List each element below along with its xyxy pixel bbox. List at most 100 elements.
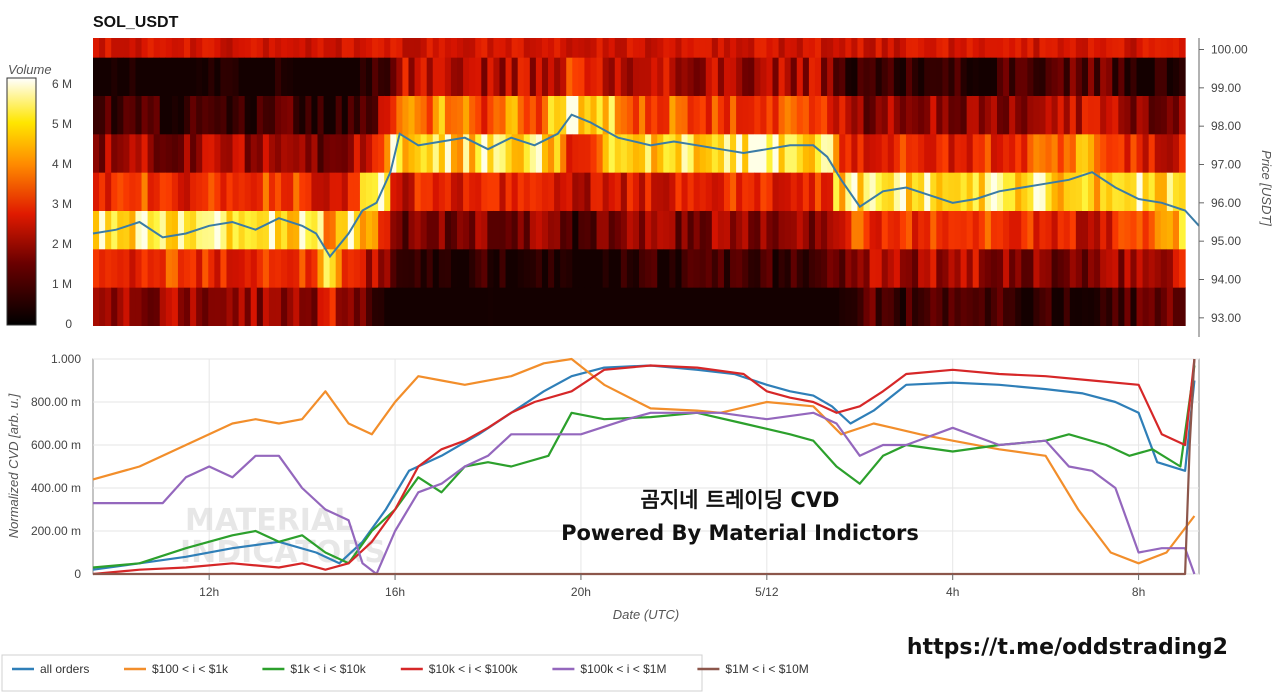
heatmap-cell xyxy=(657,57,664,96)
heatmap-cell xyxy=(584,287,592,326)
heatmap-cell xyxy=(821,287,828,326)
heatmap-cell xyxy=(147,287,155,326)
heatmap-cell xyxy=(450,287,458,326)
heatmap-cell xyxy=(566,38,573,58)
heatmap-cell xyxy=(1039,248,1047,288)
heatmap-cell xyxy=(1100,287,1107,326)
heatmap-cell xyxy=(893,248,901,288)
heatmap-cell xyxy=(554,210,561,250)
heatmap-cell xyxy=(1009,172,1016,211)
heatmap-cell xyxy=(93,38,100,58)
heatmap-cell xyxy=(517,38,525,58)
heatmap-cell xyxy=(887,95,895,135)
heatmap-cell xyxy=(366,133,373,173)
heatmap-cell xyxy=(378,95,385,135)
heatmap-cell xyxy=(135,133,143,173)
heatmap-cell xyxy=(305,287,313,326)
heatmap-cell xyxy=(827,248,834,288)
heatmap-cell xyxy=(256,38,264,58)
heatmap-cell xyxy=(184,95,191,135)
heatmap-cell xyxy=(105,210,112,250)
legend-entry[interactable]: $1k < i < $10k xyxy=(290,662,366,676)
heatmap-cell xyxy=(954,95,962,135)
heatmap-cell xyxy=(808,95,816,135)
heatmap-cell xyxy=(372,287,379,326)
legend-entry[interactable]: $1M < i < $10M xyxy=(725,662,808,676)
heatmap-cell xyxy=(457,210,464,250)
heatmap-cell xyxy=(754,133,761,173)
heatmap-cell xyxy=(293,38,300,58)
heatmap-cell xyxy=(432,287,440,326)
heatmap-cell xyxy=(1160,133,1168,173)
heatmap-cell xyxy=(602,57,610,96)
heatmap-cell xyxy=(1039,38,1047,58)
heatmap-cell xyxy=(693,95,701,135)
heatmap-cell xyxy=(499,210,507,250)
heatmap-cell xyxy=(772,95,780,135)
heatmap-cell xyxy=(887,287,895,326)
legend-entry[interactable]: $100 < i < $1k xyxy=(152,662,229,676)
heatmap-cell xyxy=(966,38,974,58)
heatmap-cell xyxy=(438,172,446,211)
heatmap-cell xyxy=(893,38,901,58)
heatmap-cell xyxy=(402,133,410,173)
cvd-series-b100k-1M xyxy=(93,411,1196,576)
heatmap-cell xyxy=(699,133,707,173)
heatmap-cell xyxy=(487,248,495,288)
heatmap-cell xyxy=(687,248,695,288)
heatmap-cell xyxy=(1051,57,1059,96)
heatmap-cell xyxy=(402,248,410,288)
heatmap-cell xyxy=(244,210,252,250)
heatmap-cell xyxy=(717,210,725,250)
heatmap-cell xyxy=(226,95,234,135)
heatmap-cell xyxy=(936,57,943,96)
heatmap-cell xyxy=(153,38,161,58)
heatmap-cell xyxy=(481,133,488,173)
heatmap-cell xyxy=(1154,95,1162,135)
heatmap-cell xyxy=(669,172,677,211)
cvd-series-group xyxy=(92,357,1196,576)
volume-heatmap xyxy=(93,38,1186,326)
heatmap-cell xyxy=(736,38,743,58)
heatmap-cell xyxy=(717,133,725,173)
heatmap-cell xyxy=(960,95,968,135)
heatmap-cell xyxy=(851,248,859,288)
heatmap-cell xyxy=(881,38,889,58)
heatmap-cell xyxy=(1045,133,1053,173)
heatmap-cell xyxy=(529,38,537,58)
heatmap-cell xyxy=(311,210,319,250)
heatmap-cell xyxy=(190,95,197,135)
heatmap-cell xyxy=(469,133,476,173)
telegram-url[interactable]: https://t.me/oddstrading2 xyxy=(907,635,1228,660)
heatmap-cell xyxy=(675,287,683,326)
legend-entry[interactable]: $10k < i < $100k xyxy=(429,662,519,676)
price-line xyxy=(92,113,1200,259)
heatmap-cell xyxy=(305,172,313,211)
heatmap-cell xyxy=(232,95,240,135)
heatmap-cell xyxy=(984,248,992,288)
heatmap-cell xyxy=(523,172,531,211)
heatmap-cell xyxy=(572,172,579,211)
legend-entry[interactable]: all orders xyxy=(40,662,89,676)
heatmap-cell xyxy=(299,95,306,135)
heatmap-cell xyxy=(1154,133,1162,173)
heatmap-cell xyxy=(438,287,446,326)
heatmap-cell xyxy=(1118,38,1125,58)
heatmap-cell xyxy=(268,287,276,326)
heatmap-cell xyxy=(523,95,531,135)
heatmap-cell xyxy=(329,57,337,96)
heatmap-cell xyxy=(378,57,385,96)
heatmap-cell xyxy=(1160,287,1168,326)
heatmap-cell xyxy=(384,172,391,211)
heatmap-cell xyxy=(238,57,246,96)
heatmap-cell xyxy=(705,133,713,173)
heatmap-cell xyxy=(329,95,337,135)
heatmap-cell xyxy=(341,133,349,173)
heatmap-cell xyxy=(1148,287,1156,326)
heatmap-cell xyxy=(244,172,252,211)
heatmap-cell xyxy=(1136,38,1144,58)
heatmap-cell xyxy=(1148,133,1156,173)
legend-entry[interactable]: $100k < i < $1M xyxy=(580,662,666,676)
heatmap-cell xyxy=(899,38,907,58)
heatmap-cell xyxy=(596,248,604,288)
